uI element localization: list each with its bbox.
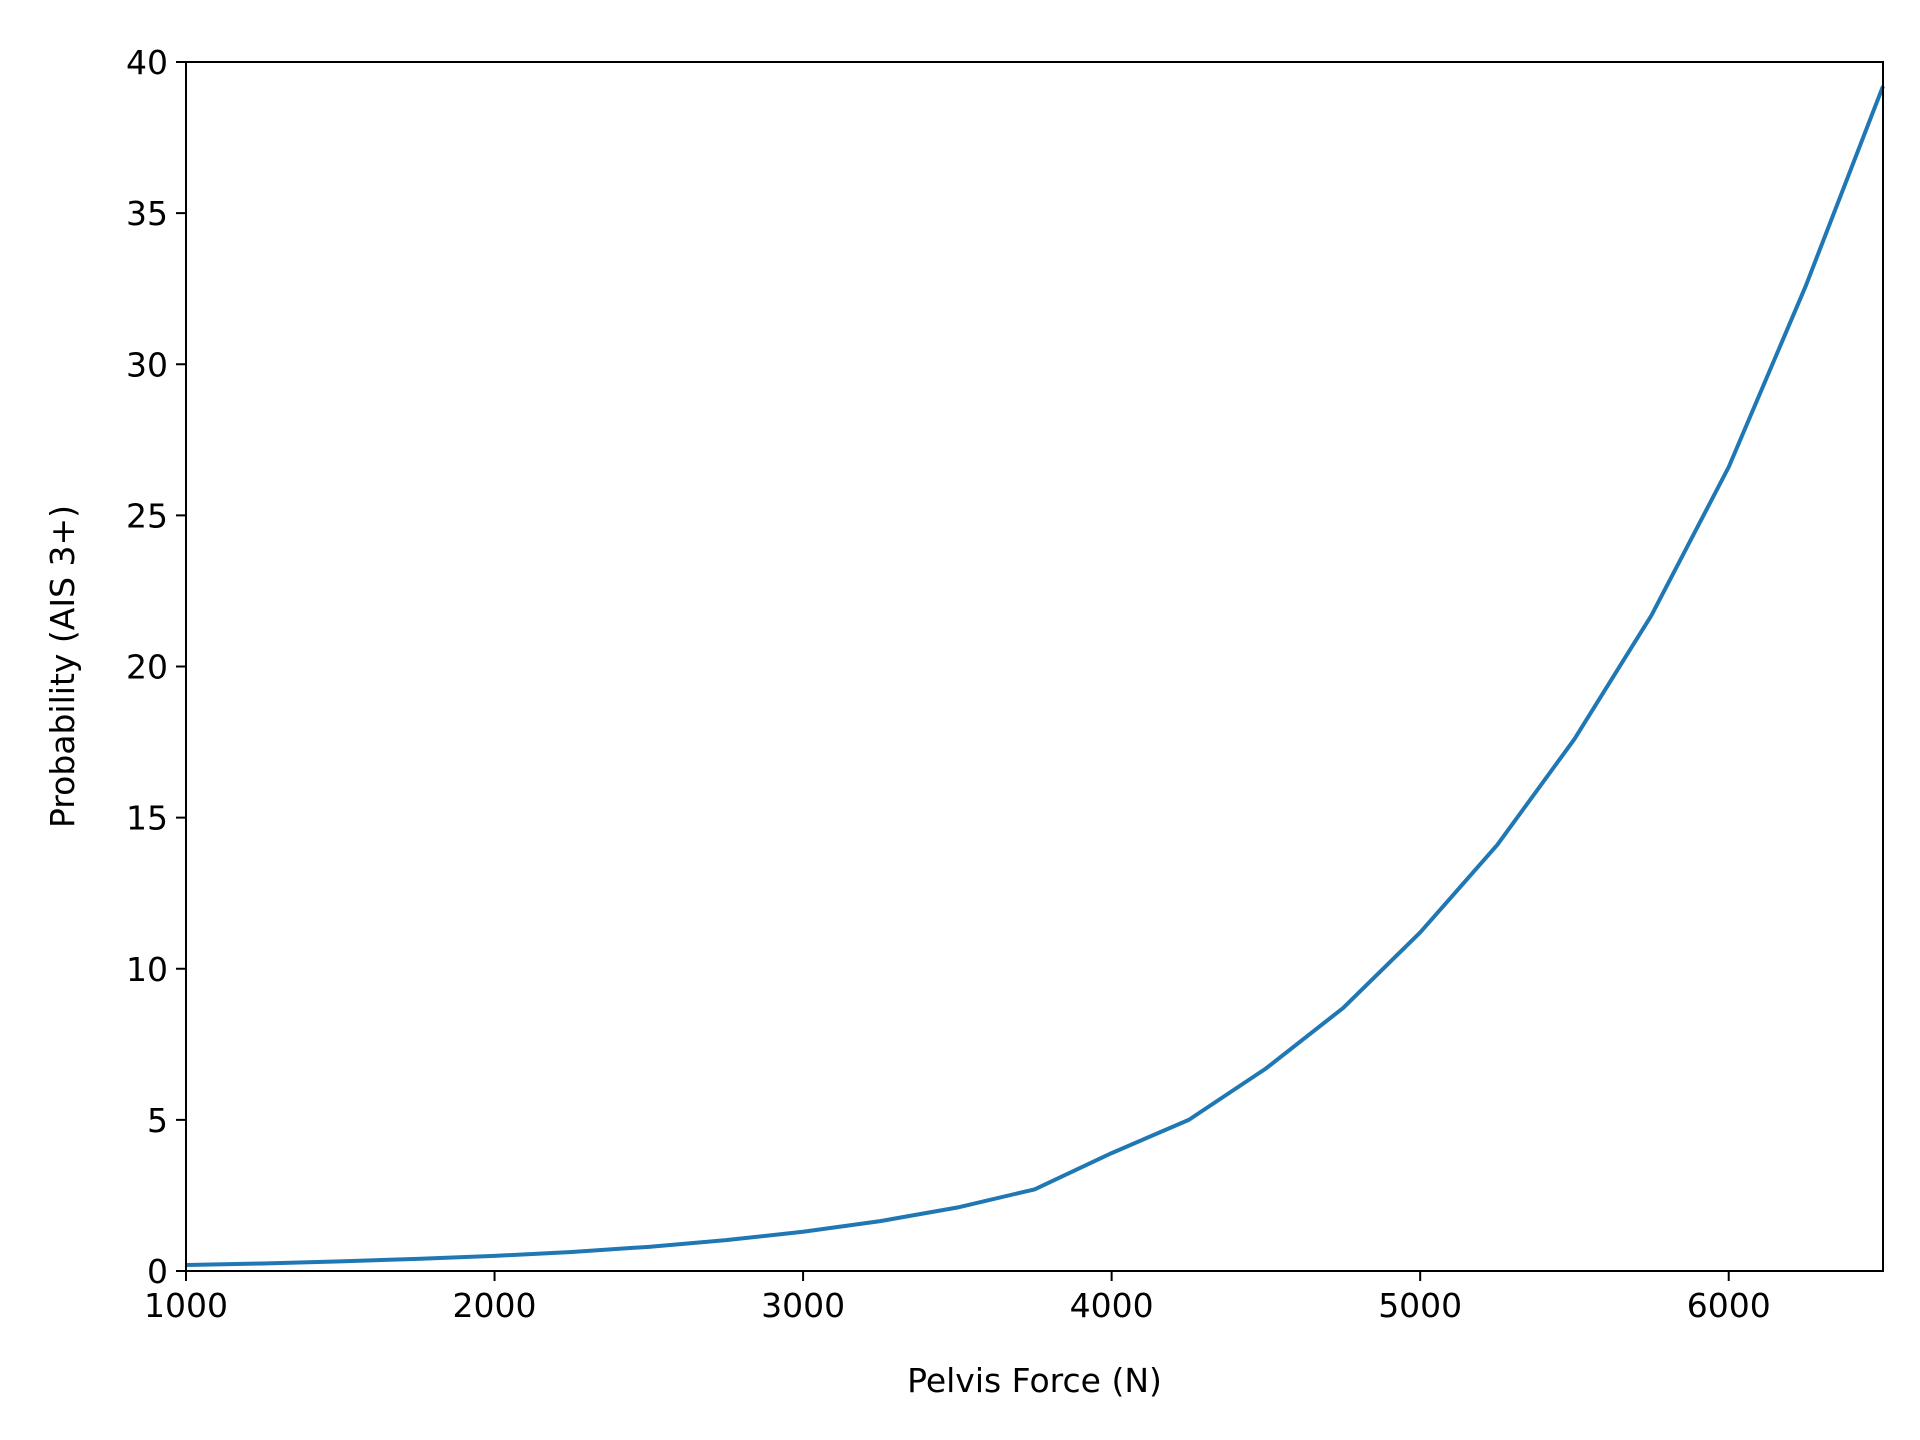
x-tick-label: 4000 (1070, 1286, 1154, 1325)
y-tick-label: 15 (126, 799, 168, 838)
y-axis-label: Probability (AIS 3+) (43, 505, 82, 828)
y-tick-label: 20 (126, 648, 168, 687)
y-tick-label: 35 (126, 194, 168, 233)
y-tick-label: 25 (126, 496, 168, 535)
x-tick-label: 6000 (1687, 1286, 1771, 1325)
y-tick-label: 5 (147, 1101, 168, 1140)
ticks-layer: 1000 2000 3000 4000 5000 6000 0 5 10 15 20 25 30 35 40 (126, 43, 1771, 1325)
x-tick-label: 1000 (144, 1286, 228, 1325)
plot-area-frame (185, 61, 1884, 1272)
y-tick-label: 40 (126, 43, 168, 82)
y-tick-label: 0 (147, 1252, 168, 1291)
series-line (185, 85, 1885, 1267)
x-axis-label: Pelvis Force (N) (907, 1361, 1162, 1400)
y-tick-label: 30 (126, 345, 168, 384)
x-tick-label: 5000 (1378, 1286, 1462, 1325)
series-layer (185, 85, 1885, 1267)
y-tick-label: 10 (126, 950, 168, 989)
x-tick-label: 2000 (453, 1286, 537, 1325)
x-tick-label: 3000 (761, 1286, 845, 1325)
